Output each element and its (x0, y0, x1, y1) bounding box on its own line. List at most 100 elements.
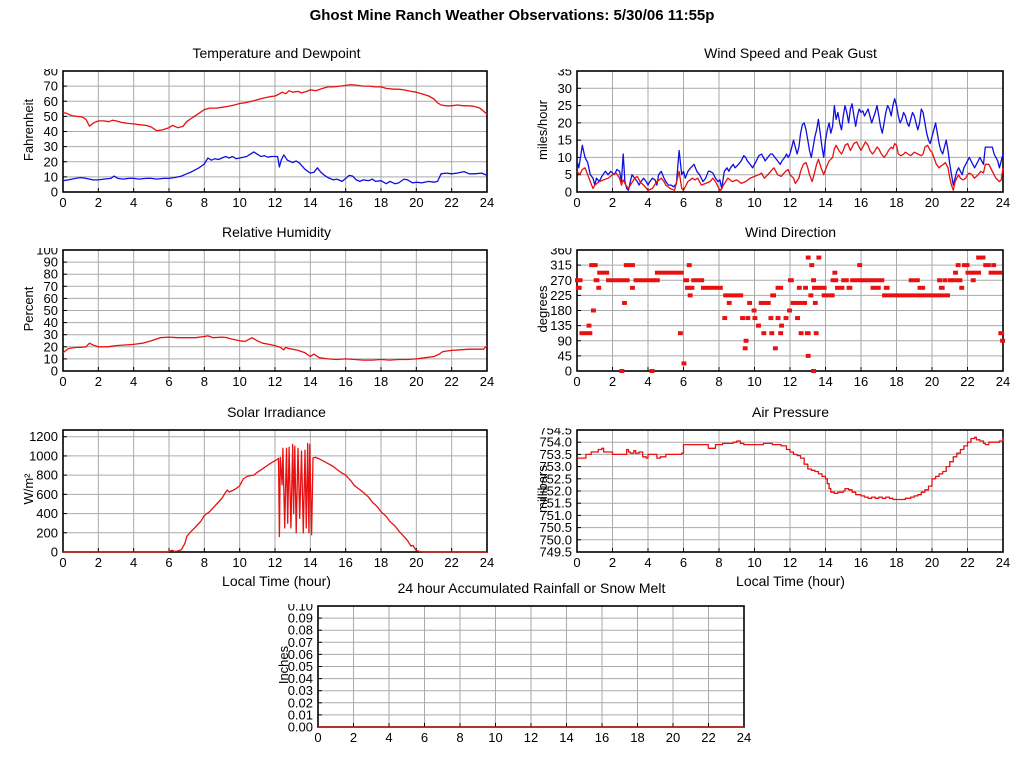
series-air-pressure (577, 436, 1004, 501)
chart-title: Wind Direction (744, 224, 837, 240)
y-tick-label: 270 (550, 273, 572, 288)
y-tick-label: 749.5 (539, 545, 572, 560)
wind-direction-mark (683, 278, 690, 283)
wind-direction-mark (832, 270, 838, 275)
wind-direction-mark (769, 331, 775, 336)
chart-title: Solar Irradiance (227, 404, 326, 420)
plot-area-solar: 0 2 4 6 8 10 12 14 16 18 20 22 240200400600800100012… (29, 429, 494, 570)
wind-direction-mark (740, 316, 745, 321)
wind-direction-mark (787, 308, 792, 313)
wind-direction-mark (821, 293, 835, 298)
x-tick-label: 24 (737, 730, 751, 745)
x-tick-label: 6 (421, 730, 428, 745)
wind-direction-mark (937, 278, 942, 283)
chart-solar-irradiance: Solar Irradiance W/m² 0 2 4 6 8 10 12 14 16 18 20 2… (8, 403, 500, 615)
x-tick-label: 4 (130, 374, 137, 389)
y-tick-label: 751.5 (539, 496, 572, 511)
x-tick-label: 12 (268, 374, 282, 389)
wind-direction-mark (850, 278, 863, 283)
x-tick-label: 20 (925, 195, 939, 210)
wind-direction-mark (758, 300, 771, 305)
x-tick-label: 22 (960, 195, 974, 210)
x-tick-label: 6 (680, 555, 687, 570)
x-tick-label: 8 (715, 195, 722, 210)
x-tick-label: 8 (456, 730, 463, 745)
wind-direction-mark (942, 278, 948, 283)
y-tick-label: 0.10 (288, 604, 313, 614)
wind-direction-mark (917, 285, 926, 290)
x-tick-label: 14 (818, 195, 832, 210)
y-tick-label: 0.06 (288, 647, 313, 662)
x-tick-label: 18 (630, 730, 644, 745)
x-tick-label: 6 (680, 195, 687, 210)
y-tick-label: 20 (44, 154, 58, 169)
wind-direction-mark (677, 331, 683, 336)
y-tick-label: 1200 (29, 429, 58, 444)
y-tick-label: 0.00 (288, 720, 313, 735)
wind-direction-mark (830, 278, 839, 283)
wind-direction-mark (976, 255, 986, 260)
y-tick-label: 754.5 (539, 428, 572, 438)
x-tick-label: 16 (854, 374, 868, 389)
x-tick-label: 14 (303, 374, 317, 389)
wind-direction-mark (947, 278, 953, 283)
x-tick-label: 22 (444, 374, 458, 389)
wind-direction-mark (835, 285, 845, 290)
wind-direction-mark (575, 285, 582, 290)
x-tick-label: 22 (960, 374, 974, 389)
y-tick-label: 0.03 (288, 683, 313, 698)
x-tick-label: 10 (232, 195, 246, 210)
x-tick-label: 10 (747, 555, 761, 570)
x-tick-label: 16 (854, 195, 868, 210)
y-tick-label: 752.5 (539, 471, 572, 486)
y-tick-label: 200 (36, 525, 58, 540)
wind-direction-mark (649, 369, 655, 373)
y-tick-label: 10 (558, 150, 572, 165)
x-tick-label: 22 (701, 730, 715, 745)
x-tick-label: 12 (268, 555, 282, 570)
y-tick-label: 10 (44, 169, 58, 184)
x-tick-label: 0 (59, 555, 66, 570)
wind-direction-mark (951, 278, 963, 283)
wind-direction-mark (619, 369, 625, 373)
x-tick-label: 10 (232, 555, 246, 570)
y-tick-label: 1000 (29, 448, 58, 463)
wind-direction-mark (803, 285, 808, 290)
wind-direction-mark (622, 300, 627, 305)
x-tick-label: 10 (488, 730, 502, 745)
x-tick-label: 16 (338, 195, 352, 210)
x-tick-label: 6 (680, 374, 687, 389)
y-tick-label: 40 (44, 315, 58, 330)
wind-direction-mark (991, 263, 997, 268)
wind-direction-mark (870, 285, 876, 290)
wind-direction-mark (701, 285, 723, 290)
y-tick-label: 90 (558, 333, 572, 348)
x-tick-label: 2 (95, 555, 102, 570)
x-tick-label: 16 (338, 374, 352, 389)
wind-direction-mark (575, 278, 583, 283)
x-tick-label: 16 (338, 555, 352, 570)
chart-relative-humidity: Relative Humidity Percent 0 2 4 6 8 10 12 14 16 1… (8, 223, 500, 435)
wind-direction-mark (775, 316, 781, 321)
wind-direction-mark (768, 316, 774, 321)
x-tick-label: 12 (524, 730, 538, 745)
x-tick-label: 18 (374, 555, 388, 570)
x-tick-label: 12 (783, 195, 797, 210)
wind-direction-mark (745, 316, 751, 321)
x-tick-label: 24 (996, 555, 1010, 570)
y-tick-label: 0.01 (288, 707, 313, 722)
y-tick-label: 0.08 (288, 623, 313, 638)
wind-direction-mark (772, 346, 778, 351)
wind-direction-mark (579, 331, 588, 336)
y-tick-label: 360 (550, 248, 572, 258)
chart-title: Air Pressure (751, 404, 830, 420)
wind-direction-mark (1000, 338, 1005, 343)
y-tick-label: 225 (550, 288, 572, 303)
wind-direction-mark (783, 316, 789, 321)
x-tick-label: 20 (409, 195, 423, 210)
x-tick-label: 18 (374, 195, 388, 210)
